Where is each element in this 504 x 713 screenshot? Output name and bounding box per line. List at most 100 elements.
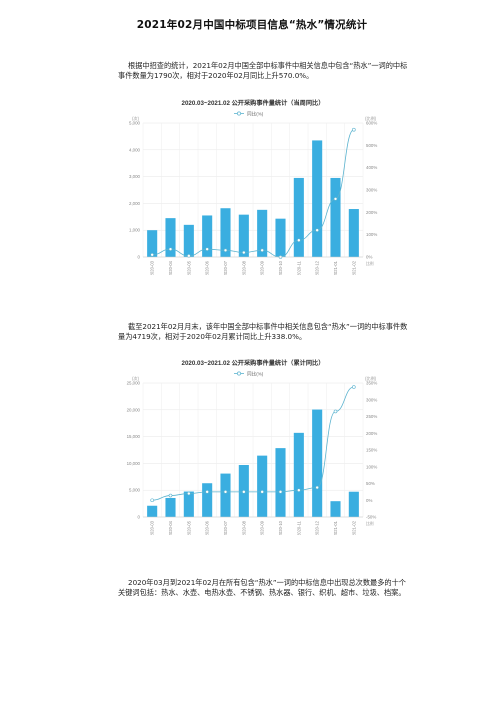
y2-tick-label: 250%	[366, 414, 377, 419]
bar	[257, 455, 268, 517]
x-tick-label: 2020-12	[315, 260, 320, 275]
y2-tick-label: 100%	[366, 232, 377, 237]
x-tick-label: 2020-11	[296, 520, 301, 535]
bar	[147, 505, 158, 517]
yoy-point	[187, 254, 191, 258]
bar	[165, 497, 176, 517]
bar	[238, 214, 249, 257]
chart-title: 2020.03~2021.02 公开采购事件量统计（当周同比）	[182, 99, 325, 107]
x-tick-label: 2021-01	[333, 520, 338, 535]
y-tick-label: 4,000	[129, 147, 141, 152]
bar	[183, 491, 194, 517]
yoy-point	[168, 247, 173, 251]
chart-title: 2020.03~2021.02 公开采购事件量统计（累计同比）	[182, 359, 325, 367]
yoy-point	[297, 488, 301, 492]
yoy-point	[352, 127, 356, 132]
yoy-point	[315, 228, 319, 232]
yoy-point	[333, 197, 338, 201]
yoy-point	[150, 498, 154, 503]
y2-axis-unit: (比例)	[365, 375, 377, 382]
y2-tick-label: 200%	[366, 210, 377, 215]
yoy-point	[278, 490, 283, 494]
y-tick-label: 1,000	[129, 228, 141, 233]
x-tick-label: 2021-01	[333, 260, 338, 275]
yoy-point	[223, 490, 228, 494]
x-tick-label: 2020-07	[223, 520, 228, 535]
chart-cumulative-yoy: 2020.03~2021.02 公开采购事件量统计（累计同比） 同比(%) (次) (…	[113, 355, 393, 535]
y2-tick-label: 200%	[366, 431, 377, 436]
x-tick-label: 2020-05	[186, 520, 191, 535]
bar	[312, 409, 323, 517]
x-tick-label: 2021-02	[351, 260, 356, 275]
bar	[257, 209, 268, 257]
x-tick-label: 2020-05	[186, 260, 191, 275]
yoy-point	[168, 493, 173, 498]
yoy-point	[150, 252, 154, 257]
x-tick-label: 2020-04	[168, 260, 173, 275]
x-tick-label: 2020-06	[205, 260, 210, 275]
y2-axis-unit: (比例)	[365, 115, 377, 122]
x-tick-label: 2020-12	[315, 520, 320, 535]
y-tick-label: 5,000	[129, 488, 141, 493]
x-tick-label: 2020-10	[278, 520, 283, 535]
paragraph-cumulative-stat: 截至2021年02月月末，该年中国全部中标事件中相关信息包含“热水”一词的中标事…	[118, 322, 408, 341]
y-axis-unit: (次)	[132, 115, 140, 122]
x-tick-label: 2020-06	[205, 520, 210, 535]
x-tick-label: 2020-08	[241, 520, 246, 535]
y-tick-label: 10,000	[127, 461, 141, 466]
bar	[293, 177, 304, 257]
legend-label: 同比(%)	[247, 111, 264, 118]
yoy-point	[260, 490, 264, 494]
bar	[330, 177, 341, 257]
y2-tick-label: 300%	[366, 397, 377, 402]
x-tick-label: 2020-03	[150, 260, 155, 275]
y-tick-label: 3,000	[129, 174, 141, 179]
bar	[165, 218, 176, 257]
paragraph-keywords: 2020年03月到2021年02月在所有包含“热水”一词的中标信息中出现总次数最…	[118, 578, 406, 597]
y2-tick-label: 0%	[366, 255, 372, 260]
bar	[220, 473, 231, 517]
bar	[202, 215, 213, 257]
y2-tick-label: 350%	[366, 381, 377, 386]
x-tick-label: 2020-09	[260, 260, 265, 275]
legend-label: 同比(%)	[247, 371, 264, 378]
x-tick-label: 2020-04	[168, 520, 173, 535]
x-tick-label: 2020-03	[150, 520, 155, 535]
page-title: 2021年02月中国中标项目信息“热水”情况统计	[136, 19, 368, 31]
yoy-point	[223, 248, 228, 253]
y2-tick-label: 150%	[366, 448, 377, 453]
bar	[275, 218, 286, 257]
bar	[202, 483, 213, 517]
yoy-point	[187, 491, 191, 496]
bar	[147, 230, 158, 257]
y2-unit-label: 比例	[366, 261, 374, 266]
y-tick-label: 0	[138, 255, 141, 260]
yoy-point	[333, 409, 338, 414]
y2-tick-label: 500%	[366, 143, 377, 148]
paragraph-monthly-stat: 根据中招查的统计，2021年02月中国全部中标事件中相关信息中包含“热水”一词的…	[118, 61, 408, 80]
x-tick-label: 2020-08	[241, 260, 246, 275]
yoy-point	[242, 250, 246, 255]
x-tick-label: 2020-09	[260, 520, 265, 535]
yoy-point	[205, 247, 209, 251]
bar	[348, 209, 359, 257]
bar	[348, 491, 359, 517]
chart-monthly-yoy: 2020.03~2021.02 公开采购事件量统计（当周同比） 同比(%) (次) (…	[113, 95, 393, 275]
y2-unit-label: 比例	[366, 521, 374, 526]
y-tick-label: 15,000	[127, 434, 141, 439]
yoy-point	[205, 490, 209, 494]
y2-tick-label: 0%	[366, 498, 372, 503]
bar	[312, 140, 323, 257]
legend-marker	[237, 111, 241, 116]
chart-monthly-svg: 2020.03~2021.02 公开采购事件量统计（当周同比） 同比(%) (次) (…	[129, 99, 377, 275]
x-tick-label: 2020-10	[278, 260, 283, 275]
bar	[183, 224, 194, 257]
y2-tick-label: 300%	[366, 188, 377, 193]
y-axis-unit: (次)	[132, 375, 140, 382]
yoy-point	[352, 385, 356, 389]
x-tick-label: 2020-07	[223, 260, 228, 275]
y2-tick-label: 400%	[366, 165, 377, 170]
x-tick-label: 2020-11	[296, 260, 301, 275]
y2-tick-label: -50%	[366, 515, 376, 520]
bar	[220, 208, 231, 257]
